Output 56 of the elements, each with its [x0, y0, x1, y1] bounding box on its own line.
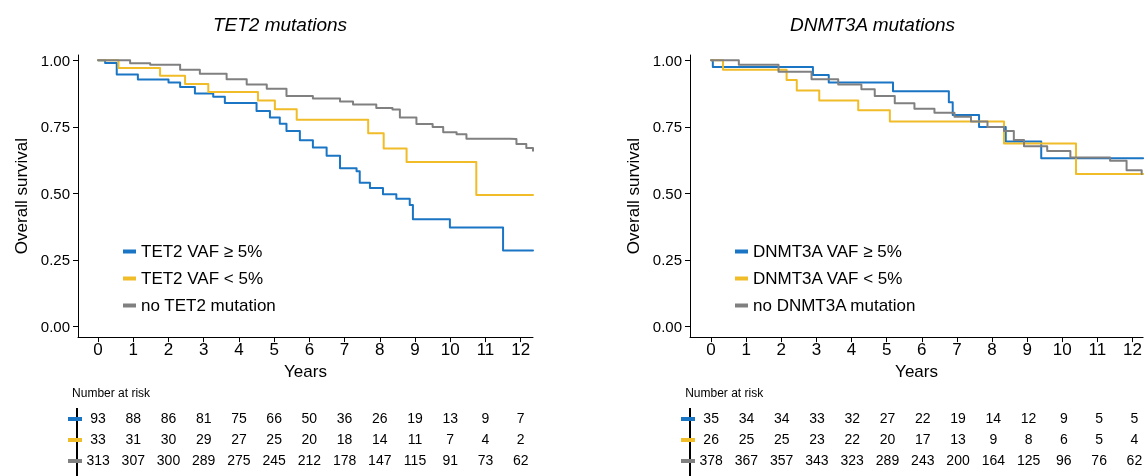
- legend-label: TET2 VAF < 5%: [141, 269, 264, 288]
- x-tick-label: 3: [198, 340, 209, 360]
- legend-label: DNMT3A VAF < 5%: [753, 269, 903, 288]
- x-axis-title: Years: [284, 362, 327, 381]
- x-tick-label: 11: [476, 340, 495, 360]
- x-tick-label: 7: [952, 340, 962, 360]
- legend-label: no DNMT3A mutation: [753, 296, 916, 315]
- x-tick-label: 0: [706, 340, 716, 360]
- text: 35 34 34 33 32 27 22 19 14 12 9 5 5: [703, 410, 1139, 426]
- x-tick-label: 12: [511, 340, 531, 360]
- x-tick-label: 9: [1022, 340, 1032, 360]
- x-tick-label: 8: [987, 340, 997, 360]
- y-axis-title: Overall survival: [11, 137, 31, 255]
- x-tick-label: 6: [304, 340, 315, 360]
- x-tick-label: 1: [128, 340, 139, 360]
- y-tick-label: 1.00: [652, 51, 682, 69]
- y-tick-label: 0.50: [652, 184, 682, 202]
- text: 33 31 30 29 27 25 20 18 14 11 7 4 2: [90, 431, 525, 447]
- text: Number at risk: [72, 386, 151, 400]
- y-tick-label: 0.50: [40, 184, 70, 202]
- chart-title: TET2 mutations: [212, 14, 348, 35]
- x-tick-label: 7: [339, 340, 350, 360]
- x-tick-label: 2: [776, 340, 787, 360]
- x-tick-label: 8: [375, 340, 385, 360]
- x-tick-label: 11: [1088, 340, 1107, 360]
- x-tick-label: 4: [234, 340, 244, 360]
- x-tick-label: 4: [846, 340, 857, 360]
- text: 313 307 300 289 275 245 212 178 147 115 91 73 62: [86, 452, 529, 468]
- x-tick-label: 2: [163, 340, 174, 360]
- y-tick-label: 0.75: [40, 118, 70, 136]
- x-tick-label: 10: [440, 340, 460, 360]
- x-tick-label: 3: [811, 340, 822, 360]
- text: 26 25 25 23 22 20 17 13 9 8 6 5 4: [703, 431, 1139, 447]
- legend-label: no TET2 mutation: [141, 296, 276, 315]
- x-tick-label: 12: [1123, 340, 1143, 360]
- y-tick-label: 0.75: [652, 118, 682, 136]
- x-tick-label: 0: [93, 340, 103, 360]
- y-tick-label: 0.00: [652, 317, 682, 335]
- legend-label: TET2 VAF ≥ 5%: [141, 242, 263, 261]
- y-tick-label: 0.25: [40, 251, 70, 269]
- y-tick-label: 1.00: [40, 51, 70, 69]
- x-tick-label: 9: [410, 340, 420, 360]
- x-tick-label: 10: [1052, 340, 1072, 360]
- x-tick-label: 5: [881, 340, 892, 360]
- text: 93 88 86 81 75 66 50 36 26 19 13 9 7: [90, 410, 525, 426]
- chart-title: DNMT3A mutations: [789, 14, 956, 35]
- x-tick-label: 6: [917, 340, 927, 360]
- x-axis-title: Years: [895, 362, 938, 381]
- text: Number at risk: [685, 386, 764, 400]
- y-tick-label: 0.25: [652, 251, 682, 269]
- text: 378 367 357 343 323 289 243 200 164 125 96 76 62: [699, 452, 1143, 468]
- y-axis-title: Overall survival: [623, 137, 643, 255]
- legend-label: DNMT3A VAF ≥ 5%: [753, 242, 902, 261]
- x-tick-label: 1: [741, 340, 751, 360]
- y-tick-label: 0.00: [40, 317, 70, 335]
- x-tick-label: 5: [269, 340, 279, 360]
